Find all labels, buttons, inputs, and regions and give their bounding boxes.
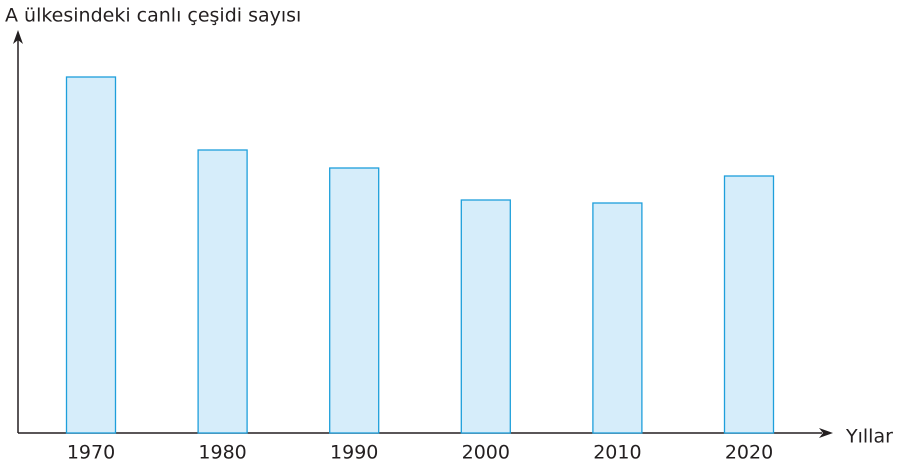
bar bbox=[723, 175, 775, 434]
x-axis-arrow bbox=[819, 428, 833, 438]
y-axis-label: A ülkesindeki canlı çeşidi sayısı bbox=[5, 5, 301, 27]
x-tick-label: 1980 bbox=[198, 442, 246, 464]
bar bbox=[197, 149, 248, 434]
y-axis-arrow bbox=[13, 30, 23, 44]
x-tick-label: 2010 bbox=[593, 442, 641, 464]
bar bbox=[460, 199, 511, 434]
bar bbox=[592, 202, 643, 434]
x-tick-label: 2000 bbox=[462, 442, 510, 464]
x-tick-label: 1990 bbox=[330, 442, 378, 464]
x-tick-label: 2020 bbox=[725, 442, 773, 464]
x-axis-label: Yıllar bbox=[845, 426, 893, 448]
bar bbox=[65, 76, 117, 434]
x-tick-label: 1970 bbox=[67, 442, 115, 464]
bar bbox=[329, 167, 380, 434]
